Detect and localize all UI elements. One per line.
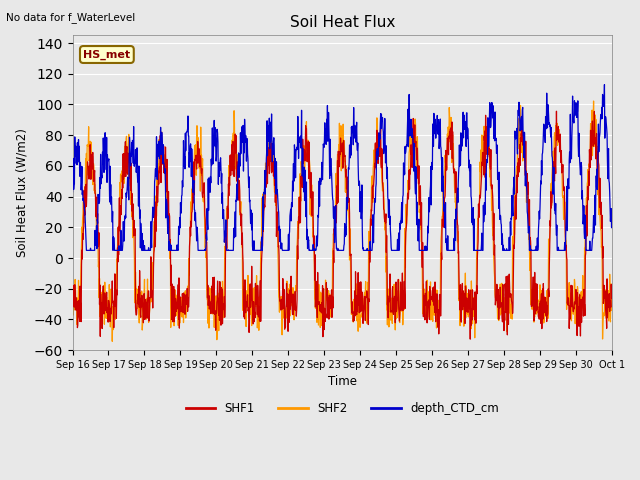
Text: HS_met: HS_met bbox=[83, 49, 131, 60]
Y-axis label: Soil Heat Flux (W/m2): Soil Heat Flux (W/m2) bbox=[15, 128, 28, 257]
Text: No data for f_WaterLevel: No data for f_WaterLevel bbox=[6, 12, 136, 23]
Legend: SHF1, SHF2, depth_CTD_cm: SHF1, SHF2, depth_CTD_cm bbox=[181, 397, 504, 420]
X-axis label: Time: Time bbox=[328, 375, 356, 388]
Title: Soil Heat Flux: Soil Heat Flux bbox=[289, 15, 395, 30]
